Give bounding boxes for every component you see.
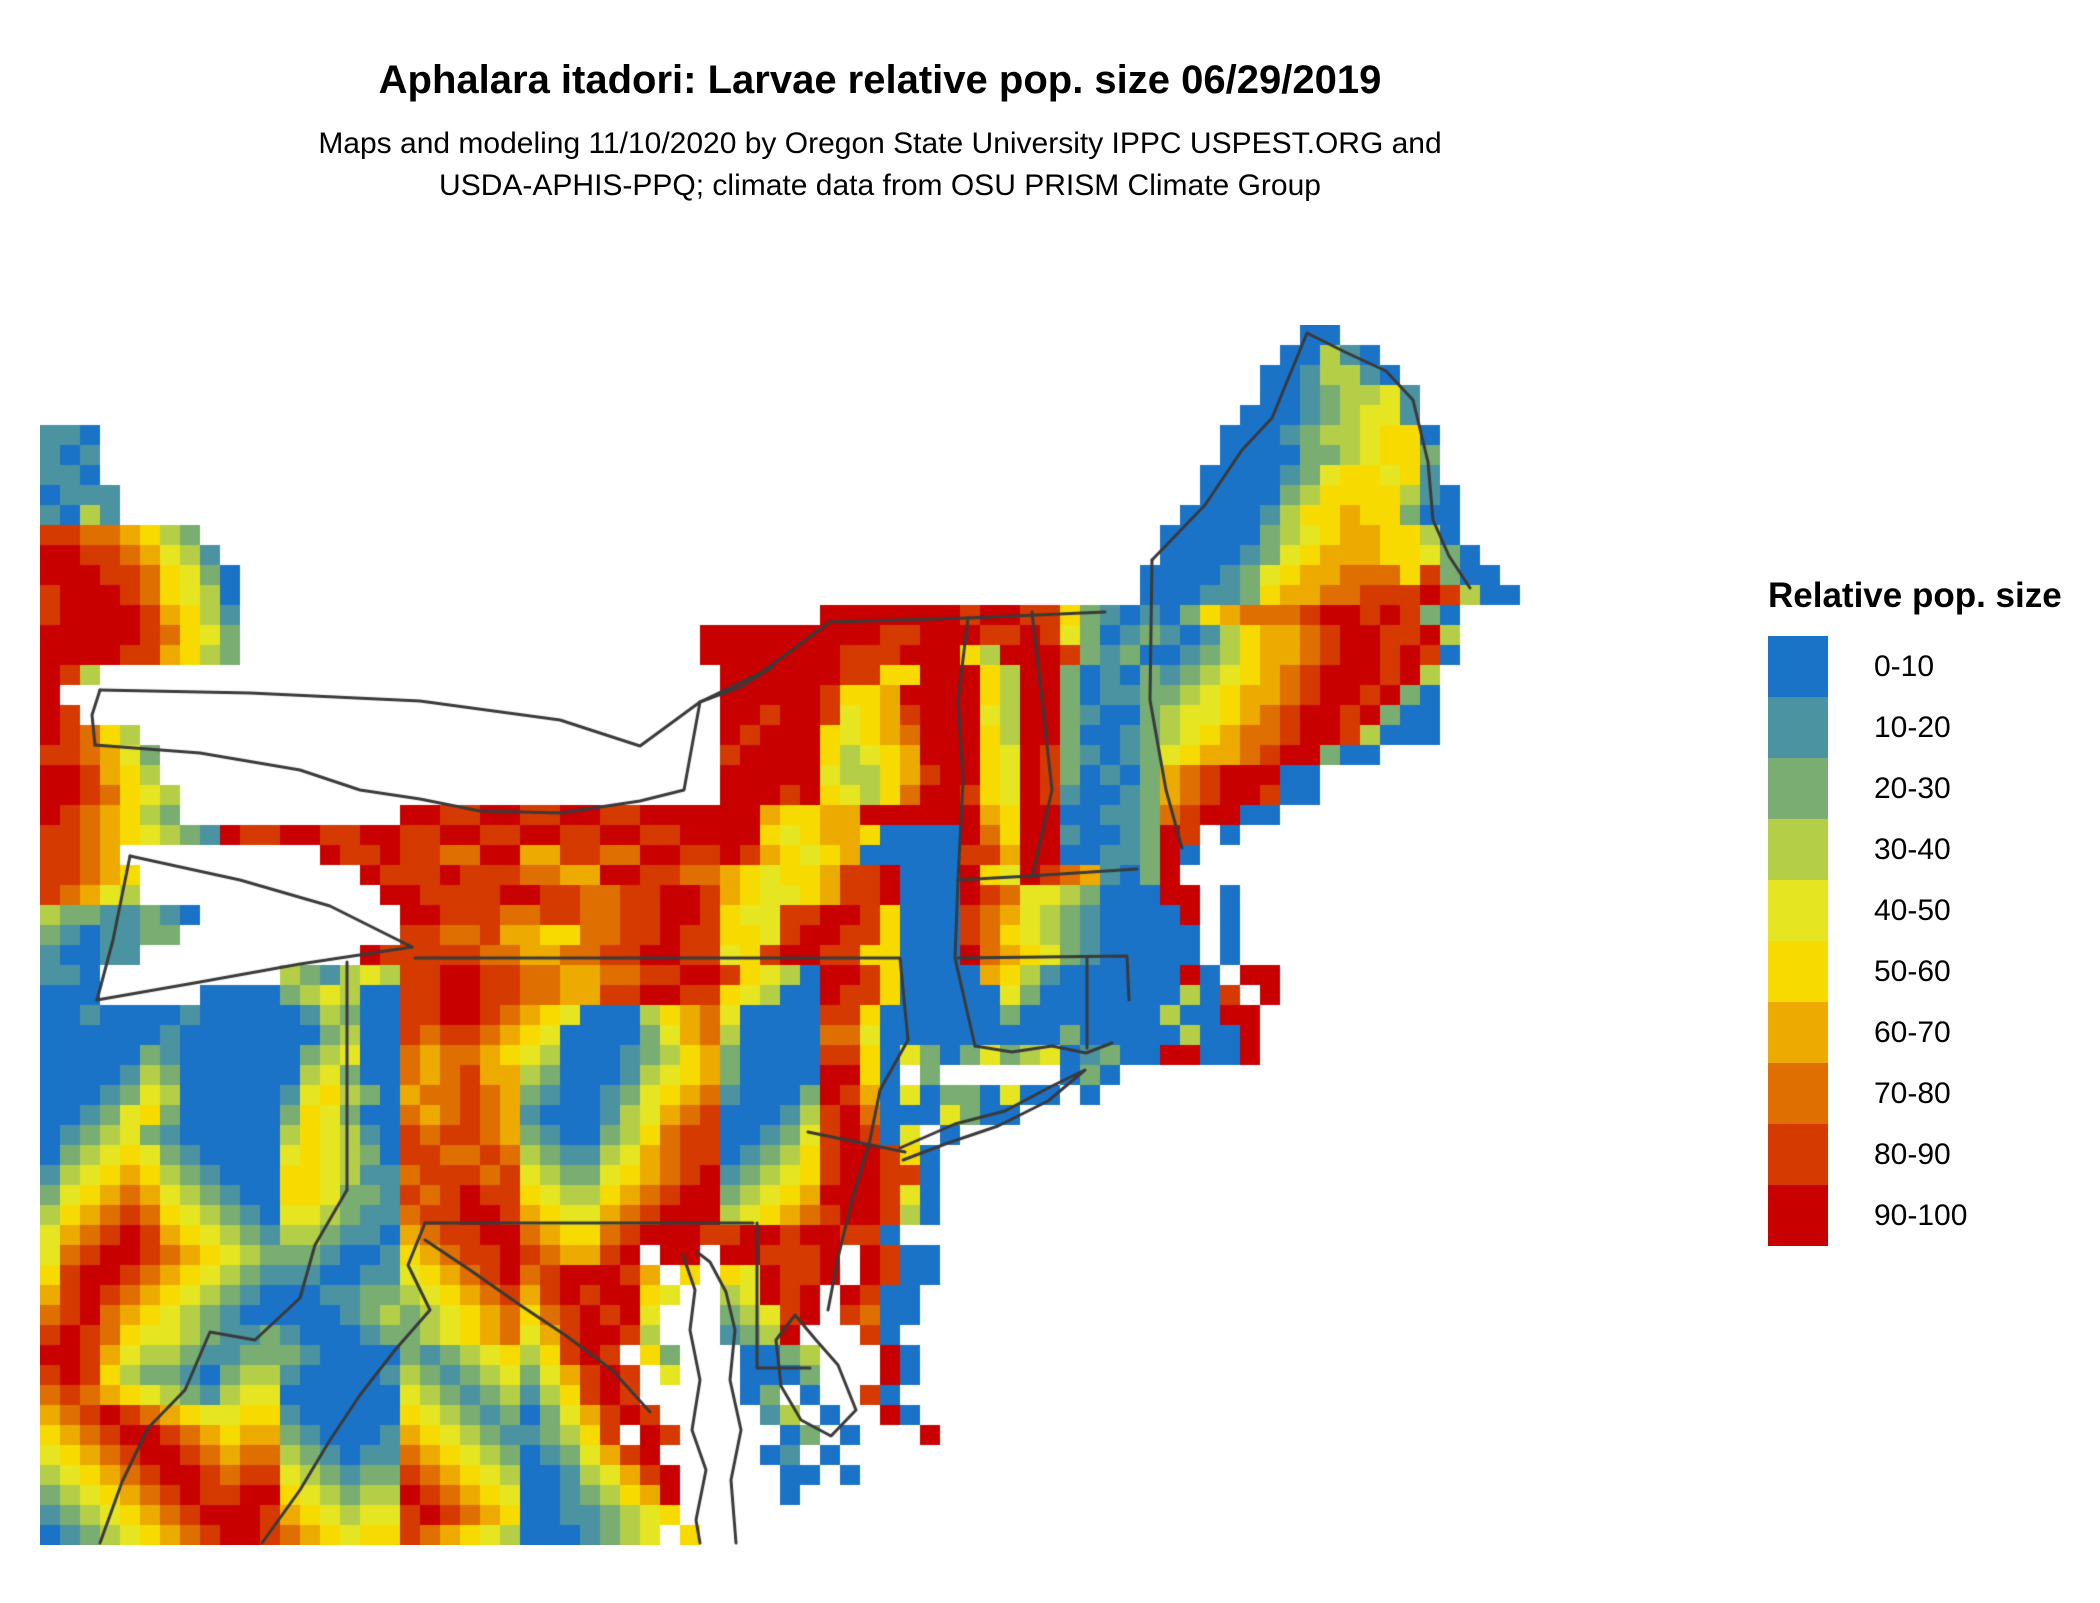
legend-item-50-60: 50-60 — [1768, 941, 2098, 1002]
legend-swatch-80-90 — [1768, 1124, 1828, 1185]
figure-title: Aphalara itadori: Larvae relative pop. s… — [378, 58, 1382, 102]
legend-item-30-40: 30-40 — [1768, 819, 2098, 880]
legend-swatch-60-70 — [1768, 1002, 1828, 1063]
figure-subtitle-line2: USDA-APHIS-PPQ; climate data from OSU PR… — [439, 169, 1321, 202]
legend-items: 0-10 10-20 20-30 30-40 40-50 50-60 60-70 70-80 8… — [1768, 636, 2098, 1246]
legend-swatch-70-80 — [1768, 1063, 1828, 1124]
legend-swatch-50-60 — [1768, 941, 1828, 1002]
legend-item-80-90: 80-90 — [1768, 1124, 2098, 1185]
legend-label: 40-50 — [1874, 893, 1951, 927]
legend-label: 30-40 — [1874, 832, 1951, 866]
legend-item-90-100: 90-100 — [1768, 1185, 2098, 1246]
legend-label: 50-60 — [1874, 954, 1951, 988]
legend-label: 90-100 — [1874, 1198, 1968, 1232]
figure-subtitle-line1: Maps and modeling 11/10/2020 by Oregon S… — [318, 127, 1442, 160]
population-map — [40, 325, 1540, 1545]
legend-item-10-20: 10-20 — [1768, 697, 2098, 758]
figure-header: Aphalara itadori: Larvae relative pop. s… — [20, 58, 1740, 207]
legend-item-20-30: 20-30 — [1768, 758, 2098, 819]
figure-subtitle: Maps and modeling 11/10/2020 by Oregon S… — [20, 123, 1740, 207]
legend-swatch-40-50 — [1768, 880, 1828, 941]
legend-item-0-10: 0-10 — [1768, 636, 2098, 697]
legend-item-70-80: 70-80 — [1768, 1063, 2098, 1124]
legend-item-60-70: 60-70 — [1768, 1002, 2098, 1063]
legend-swatch-10-20 — [1768, 697, 1828, 758]
legend-swatch-90-100 — [1768, 1185, 1828, 1246]
legend-swatch-30-40 — [1768, 819, 1828, 880]
legend: Relative pop. size 0-10 10-20 20-30 30-40 40… — [1768, 576, 2098, 1246]
legend-label: 60-70 — [1874, 1015, 1951, 1049]
legend-label: 70-80 — [1874, 1076, 1951, 1110]
legend-label: 80-90 — [1874, 1137, 1951, 1171]
legend-swatch-20-30 — [1768, 758, 1828, 819]
legend-item-40-50: 40-50 — [1768, 880, 2098, 941]
legend-swatch-0-10 — [1768, 636, 1828, 697]
legend-label: 20-30 — [1874, 771, 1951, 805]
legend-label: 0-10 — [1874, 649, 1935, 683]
population-map-canvas — [40, 325, 1540, 1545]
legend-label: 10-20 — [1874, 710, 1951, 744]
legend-title: Relative pop. size — [1768, 576, 2062, 615]
